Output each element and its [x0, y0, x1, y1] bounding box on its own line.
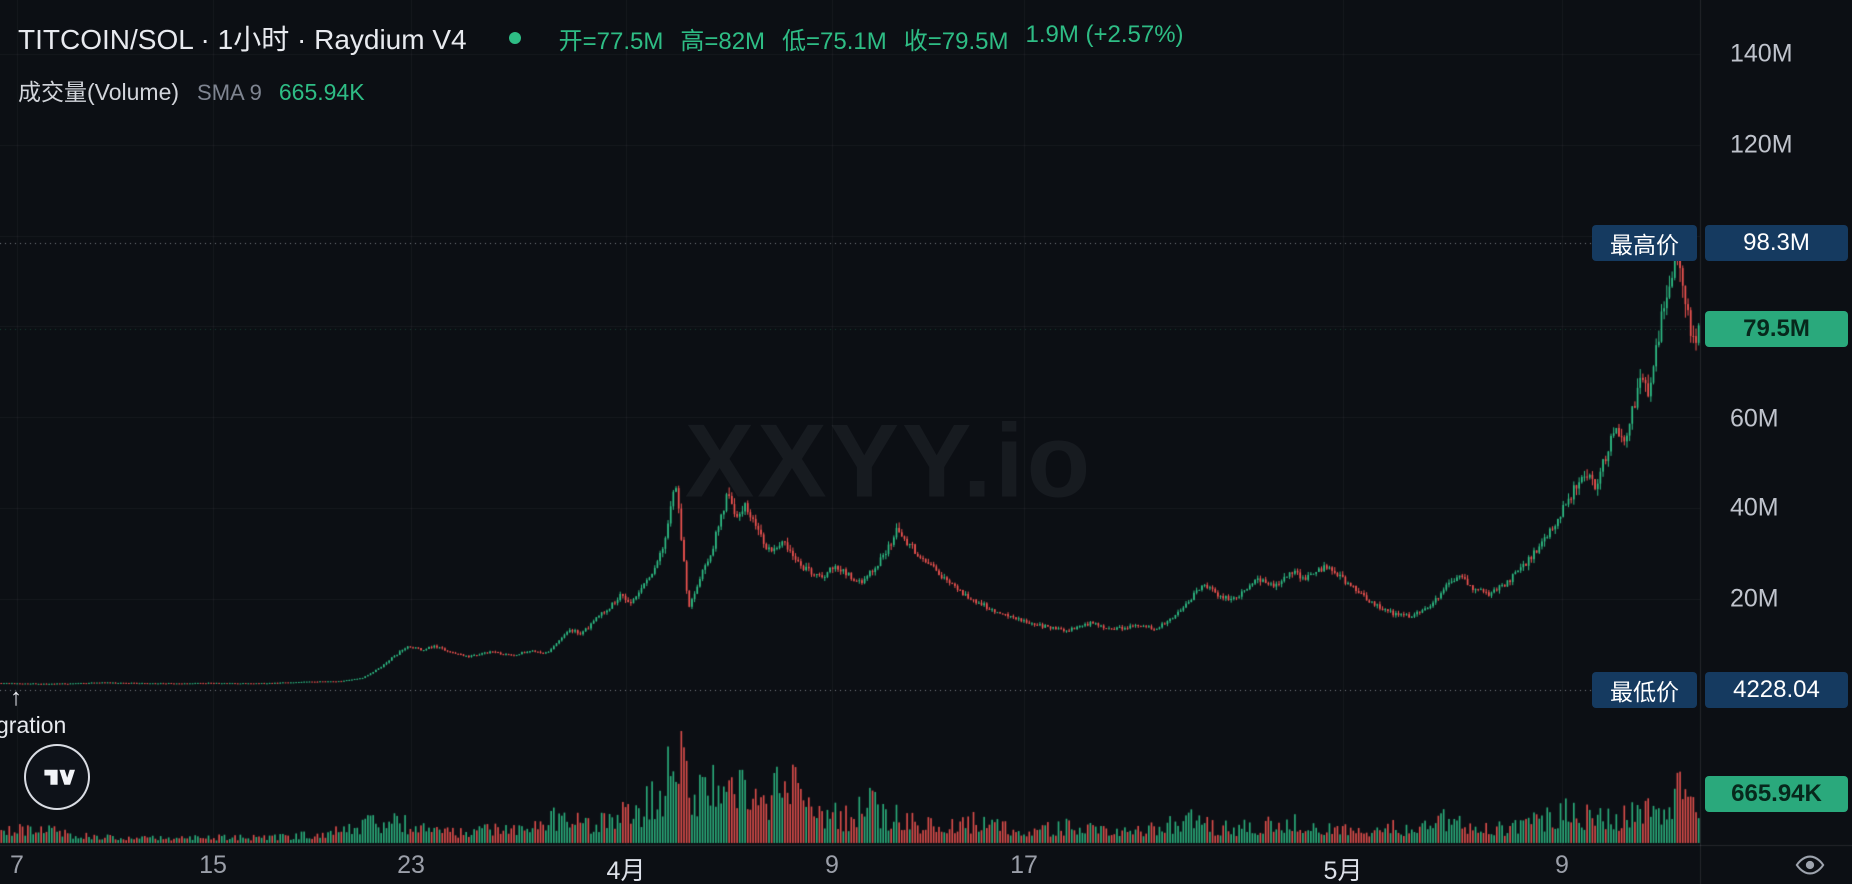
legend-row-main: TITCOIN/SOL · 1小时 · Raydium V4 开=77.5M 高… — [18, 18, 1184, 58]
time-scale[interactable]: 7 15 23 4月 9 17 5月 9 — [0, 845, 1852, 884]
annotation-arrow: ↑ — [10, 684, 22, 711]
time-axis-label: 23 — [397, 851, 425, 879]
price-axis-label: 20M — [1730, 584, 1779, 613]
price-axis-label: 40M — [1730, 493, 1779, 522]
eye-icon[interactable] — [1792, 847, 1828, 883]
symbol-title[interactable]: TITCOIN/SOL · 1小时 · Raydium V4 — [18, 24, 467, 55]
time-axis-label: 9 — [1555, 851, 1569, 879]
legend-row-volume: 成交量(Volume) SMA 9 665.94K — [18, 73, 1184, 107]
current-volume-badge: 665.94K — [1705, 776, 1848, 812]
price-axis-label: 140M — [1730, 39, 1793, 68]
price-scale[interactable]: 140M 120M 60M 40M 20M 98.3M 79.5M 4228.0… — [1700, 0, 1852, 845]
volume-indicator-label[interactable]: 成交量(Volume) — [18, 79, 180, 105]
low-price-value-badge: 4228.04 — [1705, 672, 1848, 708]
ohlc-close: 收=79.5M — [903, 27, 1009, 55]
high-price-value-badge: 98.3M — [1705, 225, 1848, 261]
time-axis-label: 4月 — [606, 857, 646, 884]
low-price-name-badge: 最低价 — [1592, 672, 1697, 708]
time-axis-label: 9 — [825, 851, 839, 879]
high-price-name-badge: 最高价 — [1592, 225, 1697, 261]
sma-value: 665.94K — [278, 79, 365, 105]
annotation-text-clipped: gration — [0, 712, 67, 738]
tradingview-logo[interactable] — [24, 744, 90, 810]
ohlc-readout: 开=77.5M 高=82M 低=75.1M 收=79.5M 1.9M (+2.5… — [559, 21, 1184, 56]
market-status-dot[interactable] — [508, 32, 521, 44]
sma-label[interactable]: SMA 9 — [197, 80, 262, 105]
ohlc-change: 1.9M (+2.57%) — [1025, 20, 1184, 48]
last-price-badge: 79.5M — [1705, 311, 1848, 347]
ohlc-open: 开=77.5M — [558, 27, 664, 55]
price-axis-label: 60M — [1730, 404, 1779, 433]
price-axis-label: 120M — [1730, 130, 1793, 159]
ohlc-high: 高=82M — [680, 27, 766, 55]
time-axis-label: 15 — [199, 851, 227, 879]
time-axis-label: 7 — [10, 851, 24, 879]
ohlc-low: 低=75.1M — [782, 27, 887, 55]
time-axis-label: 17 — [1010, 851, 1038, 879]
legend: TITCOIN/SOL · 1小时 · Raydium V4 开=77.5M 高… — [18, 18, 1184, 107]
time-axis-label: 5月 — [1323, 857, 1363, 884]
